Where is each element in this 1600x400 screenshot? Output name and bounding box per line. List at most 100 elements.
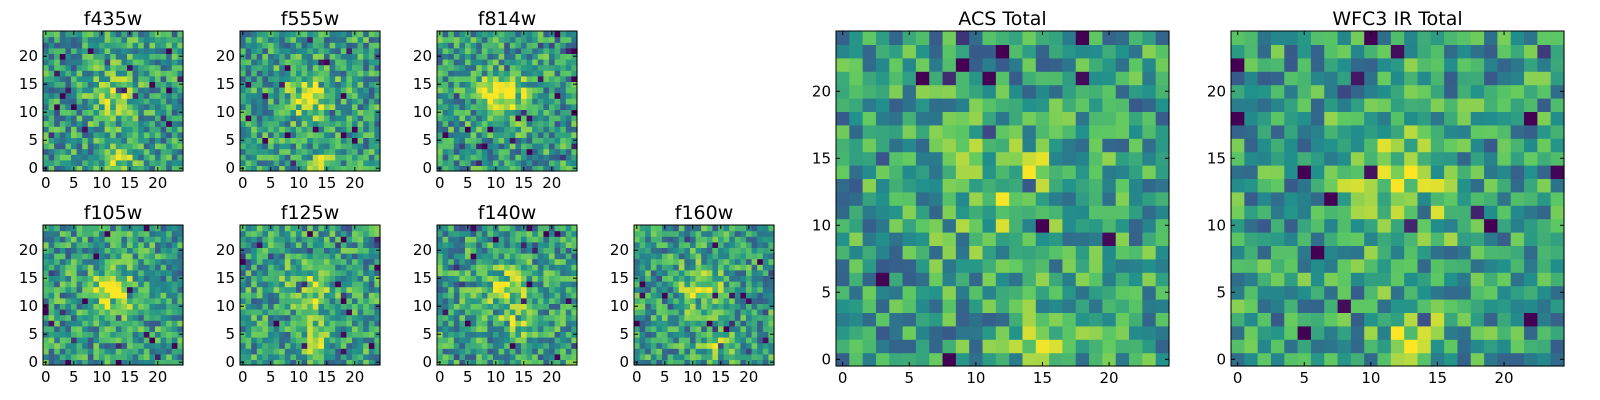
heatmap-cell (442, 143, 449, 150)
heatmap-cell (357, 236, 364, 243)
heatmap-cell (177, 131, 184, 138)
heatmap-cell (729, 247, 736, 254)
heatmap-cell (329, 236, 336, 243)
heatmap-cell (476, 42, 483, 49)
heatmap-cell (340, 230, 347, 237)
heatmap-cell (335, 115, 342, 122)
heatmap-cell (43, 47, 50, 54)
heatmap-cell (262, 359, 269, 366)
heatmap-cell (329, 42, 336, 49)
heatmap-cell (301, 70, 308, 77)
heatmap-cell (481, 281, 488, 288)
heatmap-cell (762, 281, 769, 288)
heatmap-cell (481, 359, 488, 366)
heatmap-cell (240, 325, 247, 332)
heatmap-cell (1115, 232, 1130, 246)
heatmap-cell (662, 303, 669, 310)
heatmap-cell (695, 275, 702, 282)
heatmap-cell (284, 159, 291, 166)
heatmap-cell (526, 103, 533, 110)
heatmap-cell (43, 42, 50, 49)
heatmap-cell (1009, 205, 1024, 220)
heatmap-cell (76, 59, 83, 66)
heatmap-cell (82, 264, 89, 271)
heatmap-cell (93, 225, 100, 232)
heatmap-cell (324, 258, 331, 265)
heatmap-cell (875, 258, 890, 273)
heatmap-cell (346, 159, 353, 166)
heatmap-cell (251, 337, 258, 344)
heatmap-cell (515, 342, 522, 349)
heatmap-cell (115, 53, 122, 60)
heatmap-cell (99, 59, 106, 66)
heatmap-cell (149, 342, 156, 349)
heatmap-cell (1089, 299, 1103, 313)
heatmap-cell (312, 337, 319, 344)
y-tick-label: 20 (19, 47, 38, 65)
heatmap-cell (48, 230, 55, 237)
heatmap-cell (448, 348, 455, 355)
heatmap-cell (268, 137, 275, 144)
heatmap-cell (740, 286, 747, 293)
heatmap-cell (493, 120, 500, 127)
heatmap-cell (93, 286, 100, 293)
heatmap-cell (340, 53, 347, 60)
heatmap-cell (54, 31, 61, 38)
heatmap-cell (177, 264, 184, 271)
heatmap-cell (279, 236, 286, 243)
heatmap-cell (526, 165, 533, 172)
heatmap-cell (65, 103, 72, 110)
heatmap-cell (279, 331, 286, 338)
heatmap-cell (1075, 165, 1090, 179)
heatmap-cell (143, 241, 150, 248)
heatmap-cell (296, 143, 303, 150)
heatmap-cell (171, 165, 178, 172)
heatmap-cell (296, 342, 303, 349)
heatmap-cell (104, 42, 111, 49)
heatmap-cell (459, 148, 466, 155)
heatmap-cell (656, 225, 663, 232)
heatmap-cell (251, 247, 258, 254)
heatmap-cell (645, 241, 652, 248)
heatmap-cell (65, 59, 72, 66)
heatmap-cell (82, 126, 89, 133)
heatmap-cell (138, 131, 145, 138)
x-tick-label: 10 (92, 174, 111, 192)
heatmap-cell (543, 87, 550, 94)
heatmap-cell (251, 258, 258, 265)
heatmap-cell (498, 297, 505, 304)
heatmap-cell (284, 87, 291, 94)
heatmap-cell (262, 264, 269, 271)
heatmap-cell (487, 92, 494, 99)
heatmap-cell (104, 225, 111, 232)
heatmap-cell (667, 281, 674, 288)
heatmap-cell (442, 159, 449, 166)
heatmap-cell (955, 191, 970, 206)
heatmap-cell (493, 331, 500, 338)
heatmap-cell (166, 247, 173, 254)
heatmap-cell (498, 331, 505, 338)
heatmap-cell (43, 314, 50, 321)
heatmap-cell (132, 36, 139, 43)
heatmap-cell (245, 348, 252, 355)
heatmap-cell (1155, 232, 1170, 246)
heatmap-cell (99, 247, 106, 254)
heatmap-cell (836, 312, 850, 327)
heatmap-cell (712, 269, 719, 276)
heatmap-cell (712, 303, 719, 310)
heatmap-cell (284, 331, 291, 338)
heatmap-cell (889, 258, 904, 273)
heatmap-cell (357, 131, 364, 138)
heatmap-cell (256, 31, 263, 38)
heatmap-cell (160, 87, 167, 94)
heatmap-cell (762, 309, 769, 316)
heatmap-cell (65, 359, 72, 366)
heatmap-cell (132, 320, 139, 327)
heatmap-cell (1089, 352, 1103, 367)
heatmap-cell (160, 98, 167, 105)
heatmap-cell (453, 36, 460, 43)
heatmap-cell (43, 98, 50, 105)
heatmap-cell (1075, 218, 1090, 233)
heatmap-cell (969, 299, 984, 313)
heatmap-cell (718, 292, 725, 299)
